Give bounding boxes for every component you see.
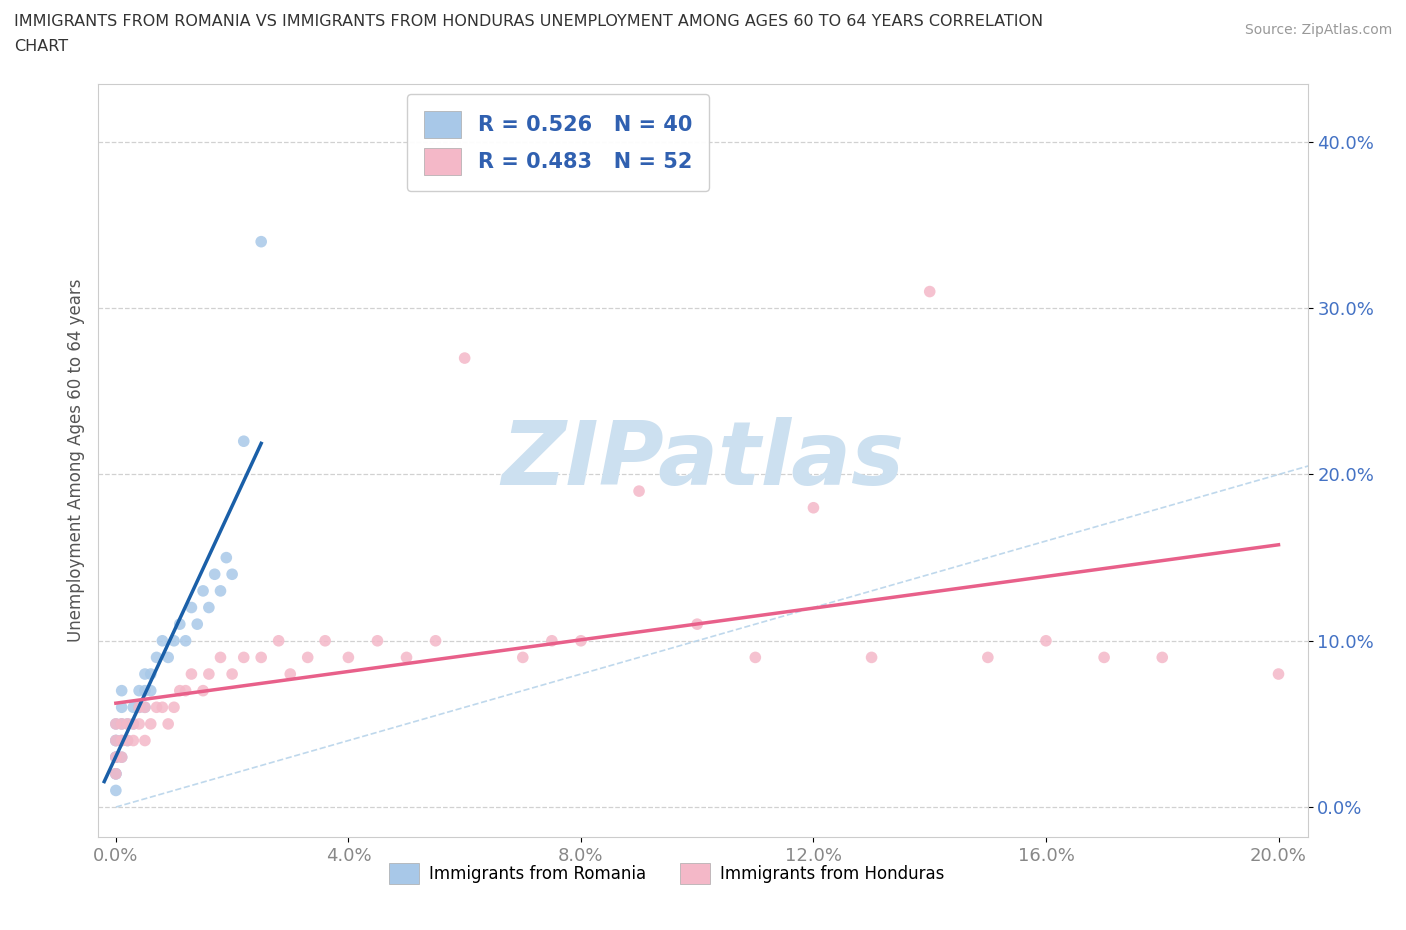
Point [628, 484, 651, 498]
Point [111, 733, 134, 748]
Point [111, 750, 134, 764]
Point [425, 633, 447, 648]
Point [977, 650, 1000, 665]
Point [198, 600, 221, 615]
Point [221, 667, 243, 682]
Point [204, 566, 226, 581]
Point [134, 700, 156, 715]
Point [128, 700, 150, 715]
Point [150, 700, 173, 715]
Point [122, 733, 145, 748]
Point [186, 617, 208, 631]
Point [117, 716, 139, 731]
Point [169, 617, 191, 631]
Point [111, 750, 134, 764]
Point [198, 667, 221, 682]
Point [209, 583, 232, 598]
Point [122, 716, 145, 731]
Point [569, 633, 592, 648]
Point [117, 733, 139, 748]
Point [104, 750, 127, 764]
Point [139, 684, 162, 698]
Point [157, 650, 180, 665]
Point [250, 234, 273, 249]
Point [104, 750, 127, 764]
Point [297, 650, 319, 665]
Point [163, 700, 186, 715]
Point [139, 716, 162, 731]
Point [104, 750, 127, 764]
Text: IMMIGRANTS FROM ROMANIA VS IMMIGRANTS FROM HONDURAS UNEMPLOYMENT AMONG AGES 60 T: IMMIGRANTS FROM ROMANIA VS IMMIGRANTS FR… [14, 14, 1043, 29]
Point [163, 633, 186, 648]
Point [174, 633, 197, 648]
Point [150, 633, 173, 648]
Point [215, 551, 238, 565]
Point [145, 650, 167, 665]
Point [134, 733, 156, 748]
Point [134, 667, 156, 682]
Point [1267, 667, 1289, 682]
Point [169, 684, 191, 698]
Point [111, 733, 134, 748]
Point [104, 733, 127, 748]
Point [104, 766, 127, 781]
Point [191, 583, 214, 598]
Point [134, 684, 156, 698]
Point [267, 633, 290, 648]
Y-axis label: Unemployment Among Ages 60 to 64 years: Unemployment Among Ages 60 to 64 years [66, 279, 84, 642]
Point [232, 650, 254, 665]
Point [111, 716, 134, 731]
Point [122, 716, 145, 731]
Point [117, 716, 139, 731]
Point [686, 617, 709, 631]
Point [111, 700, 134, 715]
Point [174, 684, 197, 698]
Text: ZIPatlas: ZIPatlas [502, 417, 904, 504]
Point [111, 684, 134, 698]
Point [180, 667, 202, 682]
Point [232, 433, 254, 448]
Point [512, 650, 534, 665]
Point [117, 733, 139, 748]
Point [803, 500, 825, 515]
Point [128, 684, 150, 698]
Point [191, 684, 214, 698]
Point [104, 733, 127, 748]
Point [453, 351, 475, 365]
Point [104, 733, 127, 748]
Point [180, 600, 202, 615]
Text: CHART: CHART [14, 39, 67, 54]
Point [250, 650, 273, 665]
Point [366, 633, 388, 648]
Point [860, 650, 883, 665]
Point [1092, 650, 1115, 665]
Point [918, 285, 941, 299]
Point [209, 650, 232, 665]
Point [744, 650, 766, 665]
Point [145, 700, 167, 715]
Point [122, 700, 145, 715]
Point [1035, 633, 1057, 648]
Point [111, 716, 134, 731]
Point [337, 650, 360, 665]
Point [157, 716, 180, 731]
Point [278, 667, 301, 682]
Point [139, 667, 162, 682]
Point [104, 766, 127, 781]
Point [104, 716, 127, 731]
Point [134, 700, 156, 715]
Text: Source: ZipAtlas.com: Source: ZipAtlas.com [1244, 23, 1392, 37]
Point [128, 700, 150, 715]
Point [104, 716, 127, 731]
Point [104, 783, 127, 798]
Point [1152, 650, 1174, 665]
Point [128, 716, 150, 731]
Point [314, 633, 336, 648]
Point [221, 566, 243, 581]
Point [540, 633, 562, 648]
Point [104, 766, 127, 781]
Legend: Immigrants from Romania, Immigrants from Honduras: Immigrants from Romania, Immigrants from… [381, 855, 952, 893]
Point [395, 650, 418, 665]
